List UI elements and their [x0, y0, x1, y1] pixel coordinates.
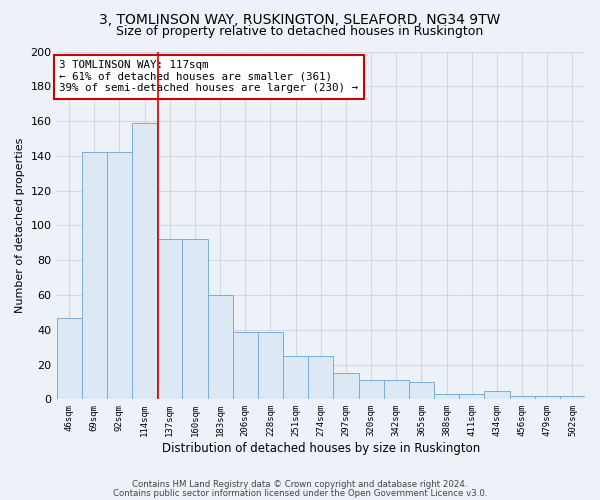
Bar: [409, 382, 434, 400]
Bar: [56, 318, 82, 400]
Text: 3 TOMLINSON WAY: 117sqm
← 61% of detached houses are smaller (361)
39% of semi-d: 3 TOMLINSON WAY: 117sqm ← 61% of detache…: [59, 60, 358, 94]
Bar: [258, 332, 283, 400]
Text: Contains public sector information licensed under the Open Government Licence v3: Contains public sector information licen…: [113, 488, 487, 498]
Bar: [359, 380, 383, 400]
Bar: [560, 396, 585, 400]
Bar: [132, 123, 157, 400]
Text: Contains HM Land Registry data © Crown copyright and database right 2024.: Contains HM Land Registry data © Crown c…: [132, 480, 468, 489]
Bar: [107, 152, 132, 400]
Bar: [157, 240, 182, 400]
Bar: [283, 356, 308, 400]
Bar: [233, 332, 258, 400]
Bar: [334, 373, 359, 400]
X-axis label: Distribution of detached houses by size in Ruskington: Distribution of detached houses by size …: [161, 442, 480, 455]
Bar: [459, 394, 484, 400]
Bar: [208, 295, 233, 400]
Bar: [308, 356, 334, 400]
Y-axis label: Number of detached properties: Number of detached properties: [15, 138, 25, 313]
Bar: [434, 394, 459, 400]
Text: Size of property relative to detached houses in Ruskington: Size of property relative to detached ho…: [116, 25, 484, 38]
Bar: [82, 152, 107, 400]
Bar: [484, 390, 509, 400]
Bar: [509, 396, 535, 400]
Bar: [383, 380, 409, 400]
Text: 3, TOMLINSON WAY, RUSKINGTON, SLEAFORD, NG34 9TW: 3, TOMLINSON WAY, RUSKINGTON, SLEAFORD, …: [100, 12, 500, 26]
Bar: [182, 240, 208, 400]
Bar: [535, 396, 560, 400]
